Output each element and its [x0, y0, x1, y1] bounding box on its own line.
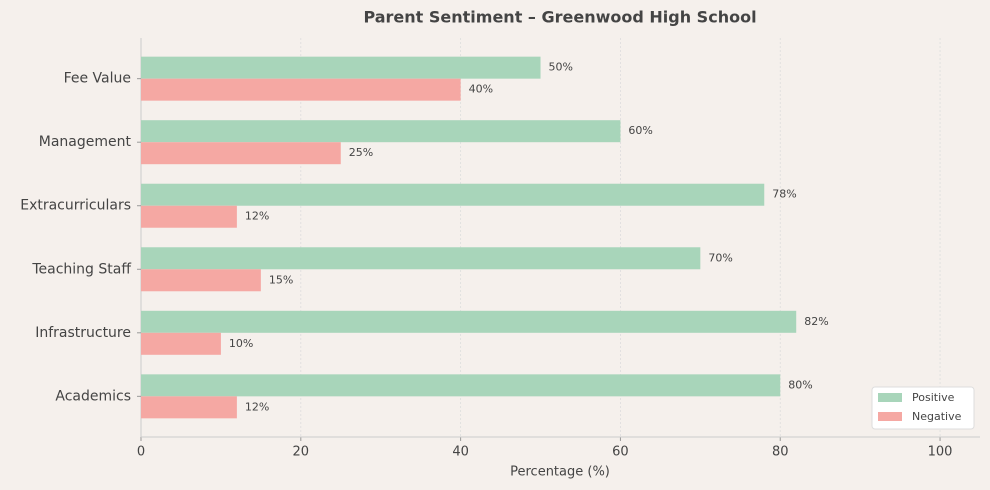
- legend-label: Positive: [912, 391, 955, 404]
- legend-swatch: [878, 412, 902, 421]
- x-tick-label: 20: [293, 445, 310, 460]
- bar: [141, 269, 261, 292]
- value-label: 80%: [788, 378, 812, 391]
- value-label: 10%: [229, 337, 253, 350]
- x-tick-label: 60: [612, 445, 629, 460]
- value-label: 40%: [469, 83, 493, 96]
- value-label: 12%: [245, 210, 269, 223]
- bar: [141, 310, 797, 333]
- bar: [141, 332, 221, 355]
- bar: [141, 183, 765, 206]
- value-label: 60%: [628, 124, 652, 137]
- x-tick-label: 80: [772, 445, 789, 460]
- bar: [141, 56, 541, 79]
- value-label: 15%: [269, 273, 293, 286]
- bar: [141, 247, 701, 270]
- value-label: 70%: [708, 251, 732, 264]
- x-tick-label: 40: [452, 445, 469, 460]
- bar: [141, 374, 781, 397]
- x-tick-label: 0: [137, 445, 145, 460]
- bar: [141, 205, 237, 228]
- legend-swatch: [878, 393, 902, 402]
- x-axis-label: Percentage (%): [510, 465, 610, 480]
- value-label: 12%: [245, 400, 269, 413]
- bar: [141, 78, 461, 101]
- bar: [141, 142, 341, 165]
- y-tick-label: Extracurriculars: [20, 198, 131, 214]
- bar: [141, 120, 621, 143]
- value-label: 50%: [549, 61, 573, 74]
- y-tick-label: Management: [39, 134, 132, 150]
- y-tick-label: Teaching Staff: [31, 261, 131, 277]
- y-tick-label: Infrastructure: [35, 325, 131, 341]
- x-tick-label: 100: [928, 445, 953, 460]
- value-label: 25%: [349, 146, 373, 159]
- value-label: 82%: [804, 315, 828, 328]
- y-tick-label: Academics: [55, 388, 131, 404]
- legend-label: Negative: [912, 410, 962, 423]
- y-tick-label: Fee Value: [64, 71, 131, 87]
- chart-title: Parent Sentiment – Greenwood High School: [363, 8, 756, 27]
- value-label: 78%: [772, 188, 796, 201]
- bar: [141, 396, 237, 419]
